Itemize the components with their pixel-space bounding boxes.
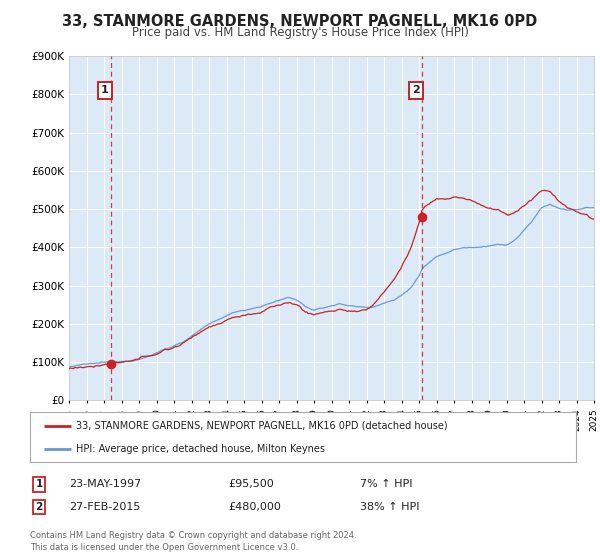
Text: HPI: Average price, detached house, Milton Keynes: HPI: Average price, detached house, Milt…: [76, 444, 325, 454]
Text: 1: 1: [101, 86, 109, 95]
Text: This data is licensed under the Open Government Licence v3.0.: This data is licensed under the Open Gov…: [30, 543, 298, 552]
Text: 33, STANMORE GARDENS, NEWPORT PAGNELL, MK16 0PD (detached house): 33, STANMORE GARDENS, NEWPORT PAGNELL, M…: [76, 421, 448, 431]
Text: 27-FEB-2015: 27-FEB-2015: [69, 502, 140, 512]
Text: 1: 1: [35, 479, 43, 489]
Text: £95,500: £95,500: [228, 479, 274, 489]
Text: 33, STANMORE GARDENS, NEWPORT PAGNELL, MK16 0PD: 33, STANMORE GARDENS, NEWPORT PAGNELL, M…: [62, 14, 538, 29]
Text: 2: 2: [412, 86, 419, 95]
Text: £480,000: £480,000: [228, 502, 281, 512]
Text: 7% ↑ HPI: 7% ↑ HPI: [360, 479, 413, 489]
Text: 23-MAY-1997: 23-MAY-1997: [69, 479, 141, 489]
Text: Price paid vs. HM Land Registry's House Price Index (HPI): Price paid vs. HM Land Registry's House …: [131, 26, 469, 39]
Text: 38% ↑ HPI: 38% ↑ HPI: [360, 502, 419, 512]
Text: 2: 2: [35, 502, 43, 512]
Text: Contains HM Land Registry data © Crown copyright and database right 2024.: Contains HM Land Registry data © Crown c…: [30, 531, 356, 540]
